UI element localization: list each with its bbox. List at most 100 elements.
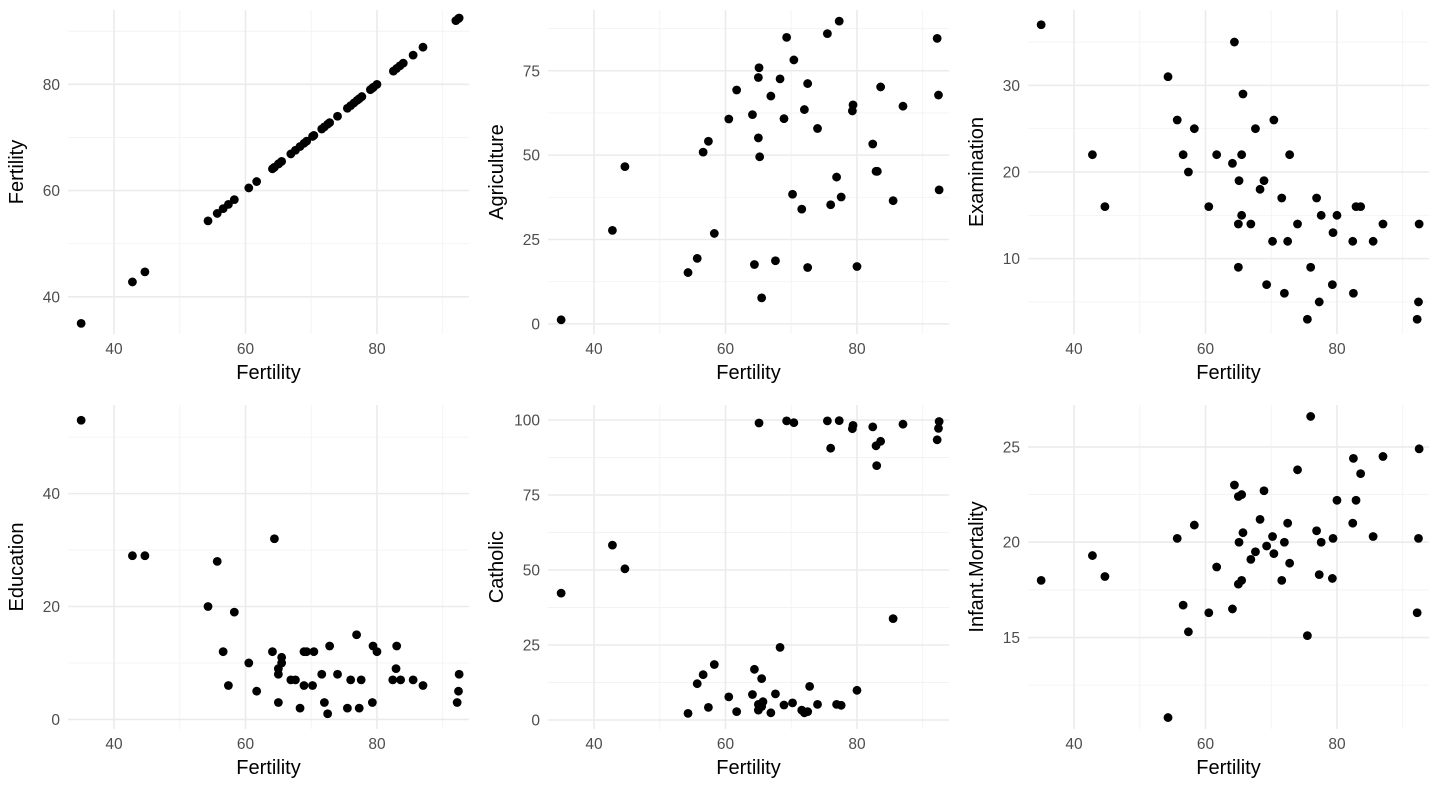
data-point — [1237, 210, 1247, 220]
data-point — [317, 669, 327, 679]
data-point — [788, 698, 797, 708]
data-point — [140, 267, 150, 277]
data-point — [1036, 575, 1046, 585]
data-point — [805, 682, 815, 691]
data-point — [692, 254, 702, 263]
data-point — [1277, 193, 1287, 203]
data-point — [782, 32, 792, 42]
data-point — [1204, 608, 1214, 618]
data-point — [1351, 495, 1361, 505]
data-point — [934, 90, 943, 100]
data-point — [753, 133, 763, 143]
data-point — [1269, 115, 1279, 125]
data-point — [1268, 532, 1277, 541]
data-point — [888, 196, 898, 206]
data-point — [1237, 150, 1247, 160]
data-point — [325, 118, 335, 128]
data-point — [333, 669, 342, 679]
x-tick-label: 40 — [105, 341, 123, 358]
minor-grid — [1028, 405, 1429, 729]
x-tick-label: 80 — [848, 736, 866, 753]
panel-examination: 40 60 80 10 20 30 Fertility Examination — [966, 10, 1429, 384]
data-point — [1036, 20, 1046, 30]
points — [76, 415, 464, 719]
data-point — [782, 416, 792, 426]
data-point — [1314, 570, 1324, 580]
y-tick-label: 25 — [523, 638, 540, 655]
data-point — [1306, 412, 1316, 421]
data-point — [898, 101, 908, 111]
data-point — [1189, 520, 1199, 530]
data-point — [692, 679, 702, 689]
data-point — [1279, 288, 1289, 298]
data-point — [268, 647, 277, 657]
data-point — [757, 674, 767, 683]
data-point — [1314, 297, 1324, 307]
x-axis-title: Fertility — [716, 757, 780, 779]
data-point — [852, 262, 862, 271]
data-point — [732, 85, 742, 95]
data-point — [1262, 541, 1272, 551]
data-point — [309, 130, 319, 140]
data-point — [608, 225, 617, 235]
x-tick-label: 60 — [237, 341, 255, 358]
x-axis-title: Fertility — [1196, 757, 1260, 779]
data-point — [775, 643, 785, 652]
data-point — [813, 700, 822, 709]
data-point — [789, 418, 799, 428]
y-tick-label: 50 — [523, 148, 541, 165]
data-point — [1234, 537, 1244, 547]
data-point — [392, 641, 402, 651]
data-point — [244, 183, 254, 193]
data-point — [454, 13, 464, 23]
data-point — [1328, 534, 1338, 543]
data-point — [128, 551, 137, 561]
data-point — [698, 147, 708, 157]
minor-grid — [548, 10, 949, 334]
y-tick-label: 30 — [1003, 78, 1021, 95]
data-point — [934, 185, 944, 195]
data-point — [224, 200, 233, 209]
data-point — [1316, 210, 1326, 220]
data-point — [775, 74, 785, 84]
data-point — [1212, 562, 1222, 572]
data-point — [1349, 288, 1358, 298]
data-point — [803, 79, 813, 88]
data-point — [1228, 158, 1237, 168]
data-point — [244, 658, 254, 668]
data-point — [203, 216, 213, 226]
data-point — [454, 669, 464, 679]
data-point — [832, 172, 841, 182]
x-tick-label: 40 — [105, 736, 123, 753]
data-point — [140, 551, 150, 561]
x-tick-label: 80 — [1328, 736, 1346, 753]
data-point — [346, 675, 356, 685]
data-point — [750, 260, 759, 269]
data-point — [1368, 532, 1378, 541]
data-point — [836, 700, 846, 710]
data-point — [1283, 518, 1293, 528]
x-tick-label: 40 — [1065, 341, 1083, 358]
x-axis-title: Fertility — [236, 757, 300, 779]
data-point — [212, 556, 222, 566]
y-tick-label: 0 — [51, 712, 60, 729]
data-point — [1234, 176, 1244, 186]
x-axis-title: Fertility — [716, 362, 780, 384]
data-point — [748, 110, 757, 120]
data-point — [391, 664, 401, 674]
data-point — [704, 136, 713, 146]
data-point — [1348, 236, 1358, 246]
data-point — [848, 100, 858, 110]
data-point — [876, 82, 886, 92]
data-point — [771, 689, 780, 699]
data-point — [872, 461, 882, 470]
data-point — [750, 664, 759, 674]
y-tick-label: 80 — [43, 77, 61, 94]
data-point — [826, 200, 836, 210]
data-point — [698, 670, 708, 680]
data-point — [1088, 551, 1097, 560]
major-grid — [68, 10, 469, 334]
data-point — [1349, 453, 1358, 463]
y-axis-title: Education — [6, 523, 28, 612]
data-point — [1178, 600, 1188, 610]
